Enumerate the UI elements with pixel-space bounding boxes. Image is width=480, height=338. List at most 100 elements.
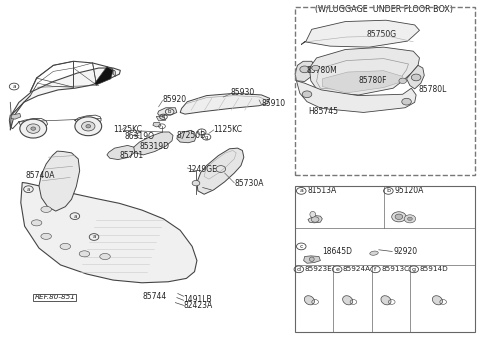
Text: 82423A: 82423A: [183, 301, 213, 310]
Text: a: a: [27, 187, 30, 192]
Polygon shape: [304, 256, 321, 263]
Text: b: b: [386, 188, 390, 193]
Text: g: g: [412, 267, 416, 272]
Polygon shape: [308, 215, 323, 223]
Polygon shape: [10, 68, 120, 130]
Text: 87250B: 87250B: [177, 131, 206, 140]
Text: 86319O: 86319O: [124, 132, 154, 141]
Ellipse shape: [304, 296, 314, 305]
Polygon shape: [157, 108, 177, 115]
Ellipse shape: [100, 254, 110, 260]
Polygon shape: [11, 114, 21, 119]
Ellipse shape: [432, 296, 443, 305]
Text: 85780M: 85780M: [306, 66, 337, 75]
Circle shape: [399, 78, 407, 83]
Bar: [295, 186, 475, 332]
Polygon shape: [323, 71, 403, 93]
Circle shape: [300, 66, 310, 73]
Circle shape: [312, 217, 319, 222]
Ellipse shape: [370, 251, 378, 255]
Ellipse shape: [41, 233, 51, 239]
Text: b: b: [168, 109, 171, 114]
Text: a: a: [73, 214, 76, 219]
Text: 85744: 85744: [143, 292, 167, 301]
Text: REF.80-851: REF.80-851: [35, 294, 75, 300]
Circle shape: [392, 212, 406, 222]
Text: H85745: H85745: [309, 106, 338, 116]
Text: 85910: 85910: [262, 99, 286, 108]
Text: 85920: 85920: [162, 95, 187, 104]
Text: a: a: [12, 84, 16, 89]
Circle shape: [86, 125, 91, 128]
Circle shape: [75, 117, 102, 136]
Ellipse shape: [310, 257, 314, 261]
Text: a: a: [92, 235, 96, 240]
Text: 85780L: 85780L: [419, 85, 447, 94]
Text: c: c: [300, 244, 303, 249]
Ellipse shape: [343, 296, 353, 305]
Text: i: i: [201, 129, 203, 135]
Text: 85740A: 85740A: [25, 171, 55, 180]
Text: e: e: [335, 267, 339, 272]
Text: 85701: 85701: [120, 151, 144, 160]
Ellipse shape: [79, 251, 90, 257]
Text: 85923E: 85923E: [305, 266, 332, 272]
Text: 1125KC: 1125KC: [113, 125, 142, 134]
Polygon shape: [177, 130, 196, 143]
Text: 85730A: 85730A: [234, 179, 264, 188]
Ellipse shape: [60, 243, 71, 249]
Polygon shape: [295, 61, 316, 81]
Circle shape: [31, 127, 36, 130]
Text: 85930: 85930: [230, 89, 255, 97]
Ellipse shape: [381, 296, 391, 305]
Polygon shape: [310, 47, 420, 95]
Polygon shape: [113, 70, 116, 76]
Ellipse shape: [31, 220, 42, 226]
Polygon shape: [153, 123, 161, 127]
Polygon shape: [21, 183, 197, 283]
Text: 81513A: 81513A: [307, 186, 336, 195]
Text: 1491LB: 1491LB: [183, 295, 212, 304]
Circle shape: [404, 215, 416, 223]
Text: 85780F: 85780F: [359, 76, 387, 85]
Circle shape: [395, 214, 403, 219]
Circle shape: [20, 119, 47, 138]
Polygon shape: [180, 93, 270, 114]
Circle shape: [402, 98, 411, 105]
Polygon shape: [301, 20, 420, 47]
Circle shape: [82, 122, 95, 131]
Text: 18645D: 18645D: [322, 247, 352, 256]
Text: 1125KC: 1125KC: [214, 125, 243, 134]
Circle shape: [192, 180, 200, 186]
Bar: [33, 293, 76, 301]
Polygon shape: [107, 145, 135, 160]
Text: (W/LUGGAGE  UNDER FLOOR BOX): (W/LUGGAGE UNDER FLOOR BOX): [314, 5, 453, 14]
Text: f: f: [374, 267, 376, 272]
Polygon shape: [407, 65, 424, 89]
Bar: [295, 7, 475, 175]
Polygon shape: [95, 67, 113, 85]
Circle shape: [312, 65, 320, 71]
Text: 85924A: 85924A: [343, 266, 371, 272]
Text: 92920: 92920: [393, 247, 417, 256]
Polygon shape: [297, 81, 416, 113]
Text: 85750G: 85750G: [367, 30, 397, 39]
Circle shape: [26, 124, 40, 133]
Text: 1249GE: 1249GE: [187, 165, 217, 173]
Text: d: d: [162, 114, 165, 119]
Ellipse shape: [41, 207, 51, 212]
Circle shape: [411, 74, 421, 81]
Text: 85914D: 85914D: [420, 266, 448, 272]
Polygon shape: [39, 151, 80, 211]
Circle shape: [408, 217, 412, 220]
Text: a: a: [300, 188, 303, 193]
Polygon shape: [131, 132, 173, 155]
Polygon shape: [156, 117, 166, 121]
Text: g: g: [205, 135, 208, 140]
Text: d: d: [297, 267, 301, 272]
Circle shape: [302, 91, 312, 98]
Text: 95120A: 95120A: [394, 186, 423, 195]
Text: 85319D: 85319D: [140, 142, 169, 151]
Text: 85913C: 85913C: [381, 266, 409, 272]
Polygon shape: [197, 148, 244, 194]
